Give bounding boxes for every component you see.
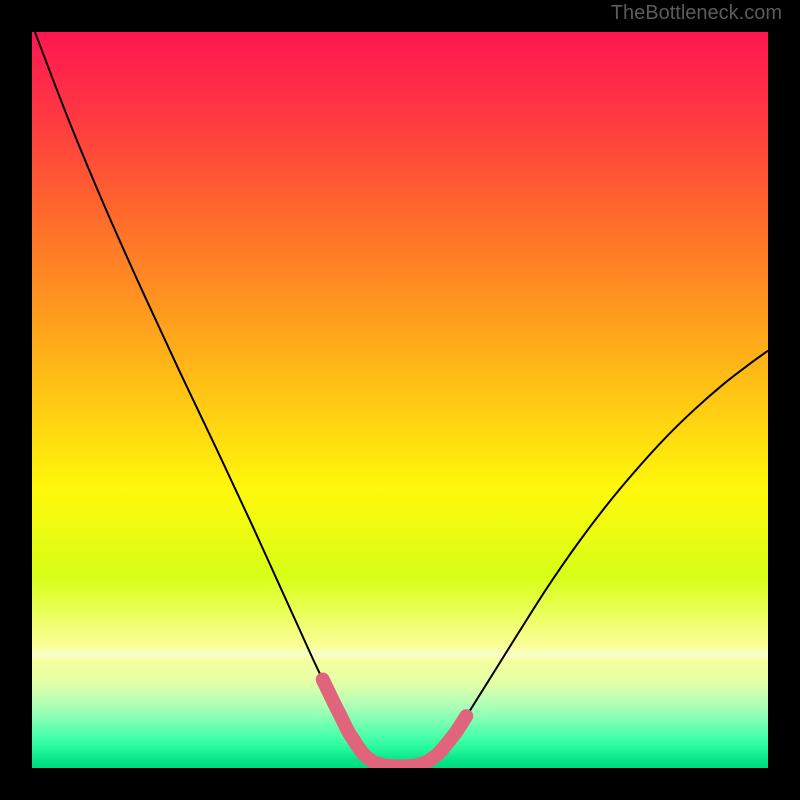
plot-svg (32, 32, 768, 768)
plot-area (32, 32, 768, 768)
chart-frame: TheBottleneck.com (0, 0, 800, 800)
optimal-range-highlight (323, 680, 467, 767)
watermark-text: TheBottleneck.com (611, 2, 782, 25)
bottleneck-curve (35, 32, 768, 767)
